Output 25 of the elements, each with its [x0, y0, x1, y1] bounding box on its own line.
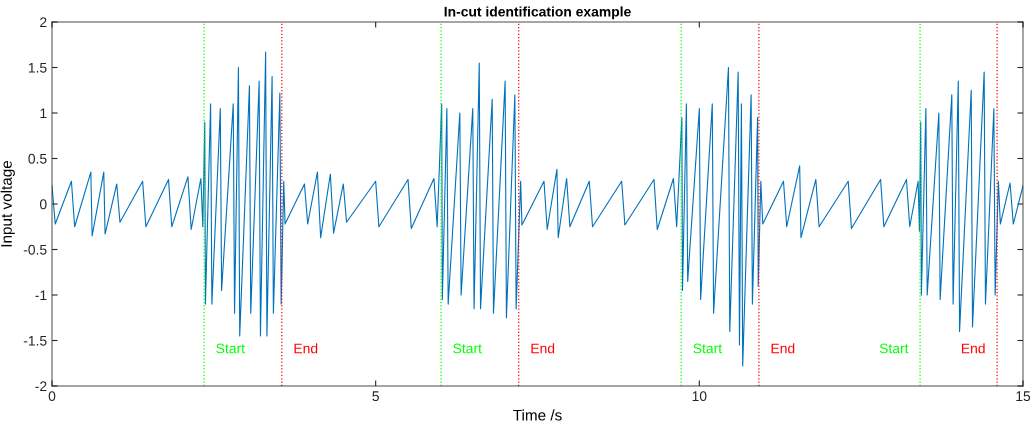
line-series	[52, 51, 1023, 367]
y-tick-label: 2	[40, 17, 47, 28]
x-tick-label: 15	[1016, 391, 1031, 402]
y-tick-label: 1.5	[28, 62, 47, 73]
y-tick-label: 1	[40, 108, 47, 119]
y-tick-label: -2	[35, 381, 47, 392]
y-tick-label: 0	[39, 199, 47, 210]
x-tick-label: 10	[692, 391, 707, 402]
y-tick-label: -1.5	[23, 335, 47, 346]
y-tick-label: -0.5	[23, 244, 47, 255]
ref-line-label: Start	[879, 343, 909, 354]
ref-line-label: End	[531, 343, 555, 354]
y-tick-label: -1	[35, 290, 47, 301]
y-tick-label: 0.5	[28, 153, 47, 164]
x-tick-label: 0	[48, 391, 56, 402]
ref-line-label: Start	[693, 343, 723, 354]
ref-line-label: End	[961, 343, 985, 354]
chart-title: In-cut identification example	[444, 6, 631, 20]
x-tick-label: 5	[372, 391, 379, 402]
ref-line-label: End	[771, 343, 795, 354]
ref-line-label: End	[294, 343, 318, 354]
y-axis-title: Input voltage	[0, 160, 15, 247]
x-axis-title: Time /s	[513, 409, 562, 421]
ref-line-label: Start	[453, 343, 482, 354]
ref-line-label: Start	[216, 343, 245, 354]
